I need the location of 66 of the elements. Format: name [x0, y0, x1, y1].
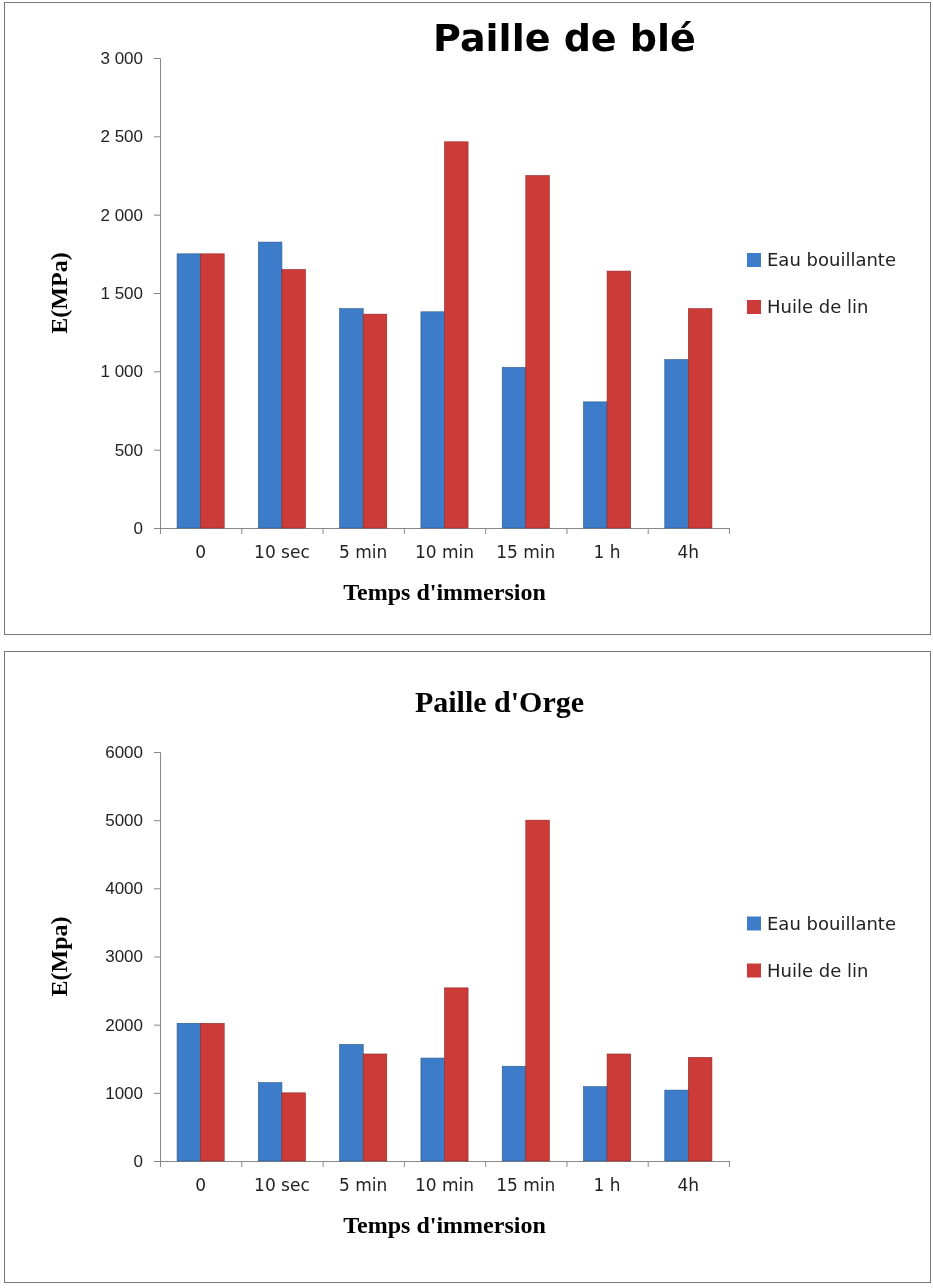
x-tick-label: 10 min [414, 542, 475, 562]
x-tick-label: 10 sec [254, 542, 310, 562]
bar [525, 175, 550, 529]
bar [688, 1057, 713, 1162]
legend-label: Huile de lin [767, 959, 869, 981]
bar [281, 269, 306, 529]
x-axis-title: Temps d'immersion [343, 579, 546, 605]
x-tick-label: 0 [195, 542, 207, 562]
y-tick-label: 3000 [105, 947, 143, 967]
bar [258, 241, 283, 529]
bar [339, 1044, 364, 1162]
y-tick-label: 1 500 [100, 283, 143, 303]
x-tick-label: 15 min [496, 542, 556, 562]
y-tick-label: 2 000 [100, 205, 143, 225]
bar [583, 401, 608, 529]
y-tick-label: 0 [133, 518, 143, 538]
bar [525, 819, 550, 1162]
bar [444, 141, 469, 529]
y-tick-label: 2 500 [100, 127, 143, 147]
y-tick-label: 3 000 [100, 48, 143, 68]
y-tick-label: 2000 [105, 1015, 143, 1035]
x-tick-label: 4h [677, 542, 700, 562]
y-tick-label: 1000 [105, 1083, 143, 1103]
x-tick-label: 1 h [593, 542, 621, 562]
y-tick-label: 500 [114, 440, 143, 460]
x-tick-label: 5 min [339, 1175, 388, 1195]
bar [501, 1065, 527, 1162]
bar [664, 1089, 689, 1162]
chart-title: Paille de blé [433, 16, 696, 60]
x-tick-label: 15 min [496, 1175, 556, 1195]
x-tick-label: 10 sec [254, 1175, 310, 1195]
bar [583, 1086, 608, 1162]
chart-title: Paille d'Orge [414, 685, 585, 718]
bar [420, 1057, 445, 1162]
y-tick-label: 4000 [105, 879, 143, 899]
x-tick-label: 0 [195, 1175, 207, 1195]
legend-label: Eau bouillante [767, 912, 896, 934]
y-tick-label: 1 000 [100, 362, 143, 382]
bar [606, 1053, 631, 1162]
bar [176, 1023, 201, 1162]
y-axis-title: E(MPa) [46, 252, 72, 334]
y-tick-label: 5000 [105, 811, 143, 831]
y-tick-label: 0 [133, 1151, 143, 1171]
x-tick-label: 1 h [593, 1175, 621, 1195]
bar [200, 253, 225, 529]
x-tick-label: 4h [677, 1175, 700, 1195]
bar [362, 313, 388, 529]
y-tick-label: 6000 [105, 742, 143, 762]
bar [420, 311, 445, 529]
bar [176, 253, 201, 529]
bar [501, 367, 527, 529]
x-tick-label: 10 min [414, 1175, 475, 1195]
bar [444, 987, 469, 1162]
legend-label: Huile de lin [767, 296, 869, 317]
bar [281, 1092, 306, 1162]
y-axis-title: E(Mpa) [46, 916, 72, 997]
bar [362, 1053, 388, 1162]
x-tick-label: 5 min [339, 542, 388, 562]
bar [688, 308, 713, 529]
bar [664, 359, 689, 529]
legend-label: Eau bouillante [767, 249, 896, 270]
bar [339, 308, 364, 529]
bar [606, 270, 631, 529]
bar [200, 1023, 225, 1162]
bar [258, 1082, 283, 1162]
x-axis-title: Temps d'immersion [343, 1212, 546, 1238]
